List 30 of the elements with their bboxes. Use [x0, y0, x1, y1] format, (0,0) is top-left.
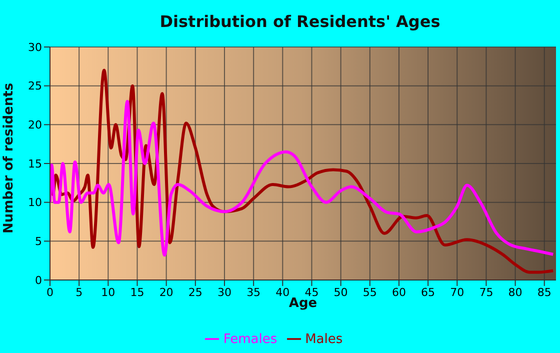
chart-title: Distribution of Residents' Ages [158, 12, 442, 31]
x-tick-label: 20 [159, 286, 174, 299]
x-tick-label: 50 [334, 286, 348, 299]
x-tick-label: 25 [188, 286, 202, 299]
x-tick-label: 30 [217, 286, 232, 299]
y-tick-label: 30 [28, 40, 42, 54]
x-tick-label: 85 [537, 286, 552, 299]
x-tick-label: 55 [362, 286, 377, 299]
y-tick-label: 0 [35, 274, 42, 287]
x-tick-label: 80 [508, 286, 522, 299]
x-tick-label: 35 [246, 286, 261, 299]
x-tick-label: 40 [276, 286, 290, 299]
y-tick-label: 15 [28, 157, 42, 170]
x-tick-label: 65 [421, 286, 436, 299]
y-tick-label: 5 [35, 235, 42, 248]
x-tick-label: 75 [479, 286, 494, 299]
x-tick-label: 60 [392, 286, 406, 299]
x-tick-label: 5 [76, 286, 83, 299]
x-tick-label: 45 [304, 286, 319, 299]
legend-label: Males [305, 332, 343, 347]
y-tick-label: 25 [28, 80, 42, 93]
legend-label: Females [223, 332, 278, 347]
x-tick-label: 70 [450, 286, 464, 299]
y-tick-label: 20 [28, 118, 42, 132]
x-tick-label: 10 [101, 286, 116, 299]
x-tick-label: 0 [46, 286, 54, 299]
x-axis-title: Age [288, 296, 318, 312]
y-tick-label: 10 [28, 196, 42, 210]
x-tick-label: 15 [130, 286, 144, 299]
y-axis-title: Number of residents [2, 82, 17, 234]
